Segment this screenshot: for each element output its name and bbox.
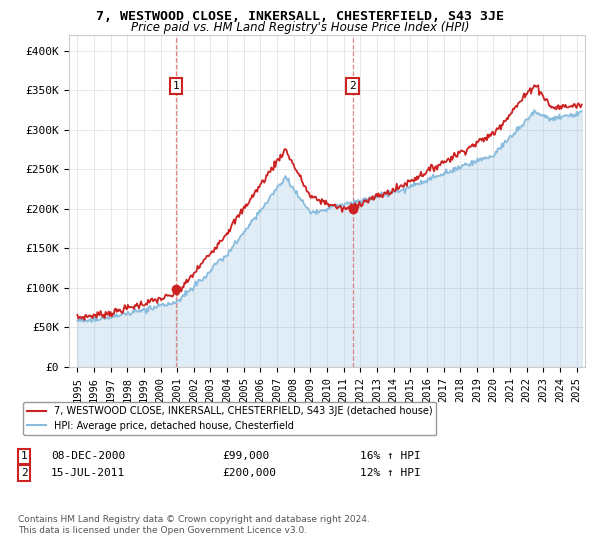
Text: 15-JUL-2011: 15-JUL-2011: [51, 468, 125, 478]
Text: £99,000: £99,000: [222, 451, 269, 461]
Text: Contains HM Land Registry data © Crown copyright and database right 2024.
This d: Contains HM Land Registry data © Crown c…: [18, 515, 370, 535]
Title: 7, WESTWOOD CLOSE, INKERSALL, CHESTERFIELD, S43 3JE
Price paid vs. HM Land Regis: 7, WESTWOOD CLOSE, INKERSALL, CHESTERFIE…: [0, 559, 1, 560]
Text: 08-DEC-2000: 08-DEC-2000: [51, 451, 125, 461]
Text: 2: 2: [349, 81, 356, 91]
Text: 1: 1: [172, 81, 179, 91]
Text: £200,000: £200,000: [222, 468, 276, 478]
Text: Price paid vs. HM Land Registry's House Price Index (HPI): Price paid vs. HM Land Registry's House …: [131, 21, 469, 34]
Text: 1: 1: [20, 451, 28, 461]
Text: 16% ↑ HPI: 16% ↑ HPI: [360, 451, 421, 461]
Legend: 7, WESTWOOD CLOSE, INKERSALL, CHESTERFIELD, S43 3JE (detached house), HPI: Avera: 7, WESTWOOD CLOSE, INKERSALL, CHESTERFIE…: [23, 402, 436, 435]
Text: 2: 2: [20, 468, 28, 478]
Text: 7, WESTWOOD CLOSE, INKERSALL, CHESTERFIELD, S43 3JE: 7, WESTWOOD CLOSE, INKERSALL, CHESTERFIE…: [96, 10, 504, 23]
Text: 12% ↑ HPI: 12% ↑ HPI: [360, 468, 421, 478]
